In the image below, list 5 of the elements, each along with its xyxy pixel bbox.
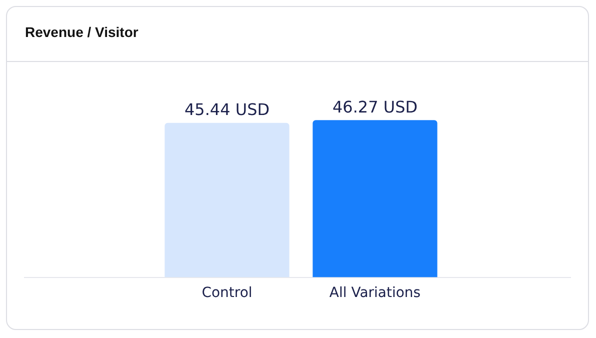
x-tick-label: All Variations [329,285,421,302]
data-label: 46.27 USD [332,97,418,116]
x-tick-label: Control [202,285,252,302]
data-label: 45.44 USD [184,100,270,120]
chart-title: Revenue / Visitor [25,24,138,40]
